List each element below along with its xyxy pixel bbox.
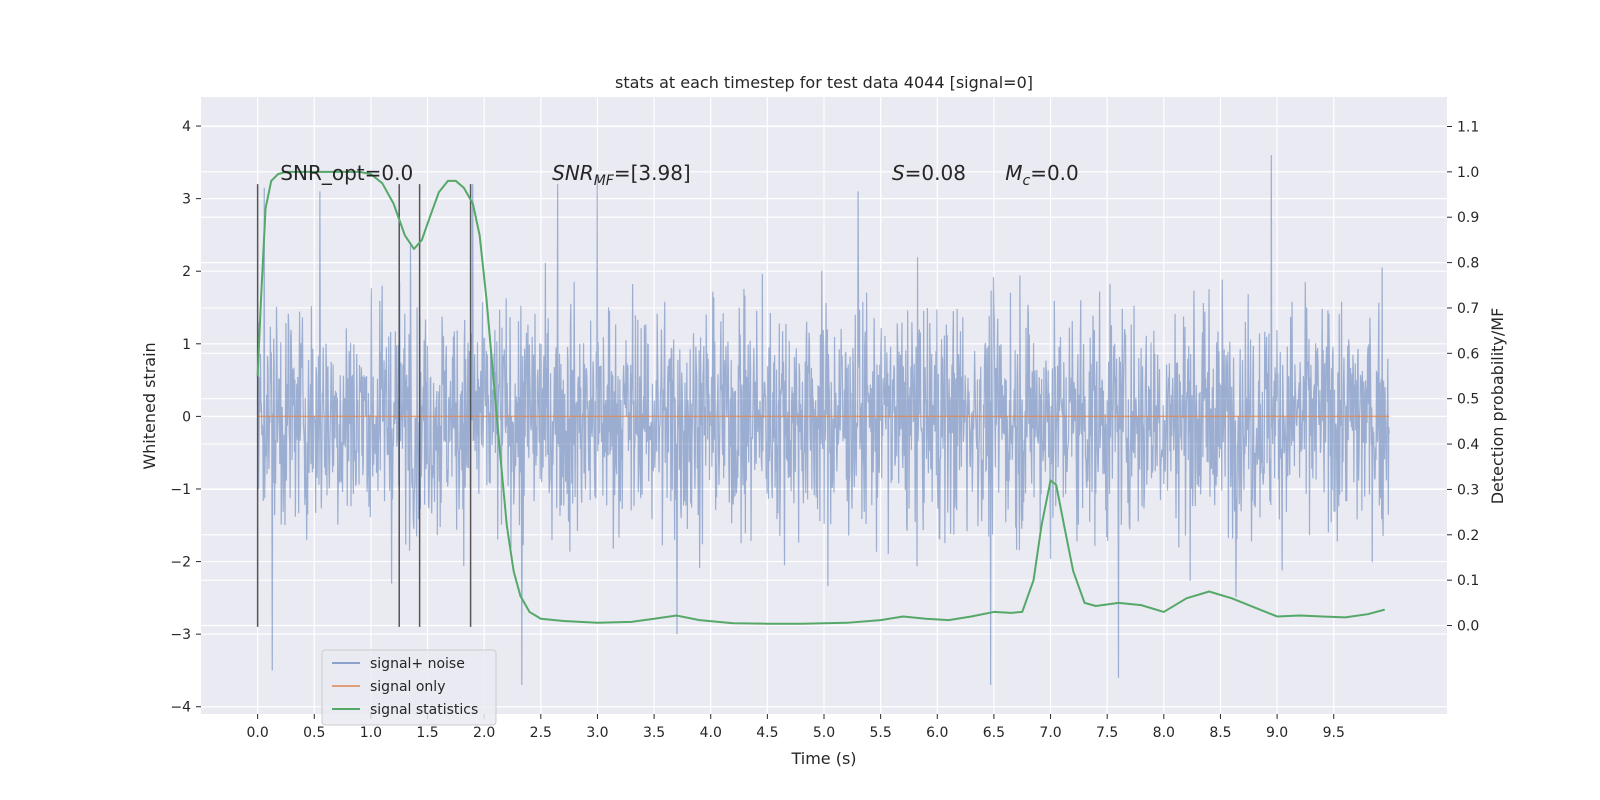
y-tick-label: −1 bbox=[170, 482, 191, 498]
y-axis-ticks: 4 3 2 1 0 −1 −2 −3 −4 bbox=[170, 119, 201, 716]
x-axis-label: Time (s) bbox=[790, 749, 856, 768]
vertical-markers bbox=[256, 184, 472, 627]
legend-label-signal-only: signal only bbox=[370, 679, 445, 695]
y2-tick-label: 0.3 bbox=[1457, 482, 1479, 498]
y-tick-label: 3 bbox=[182, 192, 191, 208]
annotation: Mc=0.0 bbox=[1005, 161, 1079, 189]
series-signal-statistics bbox=[256, 170, 1385, 625]
y-tick-label: 4 bbox=[182, 119, 191, 135]
y2-tick-label: 0.8 bbox=[1457, 256, 1479, 272]
x-axis-ticks: 0.0 0.5 1.0 1.5 2.0 2.5 3.0 3.5 4.0 4.5 5.0 5.5 6.0 6… bbox=[247, 714, 1345, 741]
y2-tick-label: 1.1 bbox=[1457, 119, 1479, 135]
chart-title: stats at each timestep for test data 404… bbox=[615, 73, 1033, 92]
x-tick-label: 7.5 bbox=[1096, 725, 1118, 741]
y-tick-label: 0 bbox=[182, 409, 191, 425]
series-signal-noise bbox=[257, 155, 1390, 685]
x-tick-label: 7.0 bbox=[1039, 725, 1061, 741]
annotation: S=0.08 bbox=[892, 161, 966, 185]
y-tick-label: −2 bbox=[170, 555, 191, 571]
x-tick-label: 9.0 bbox=[1266, 725, 1288, 741]
y2-tick-label: 0.1 bbox=[1457, 573, 1479, 589]
x-tick-label: 8.0 bbox=[1153, 725, 1175, 741]
y-tick-label: 1 bbox=[182, 337, 191, 353]
y-axis-label: Whitened strain bbox=[140, 342, 159, 469]
y2-tick-label: 0.4 bbox=[1457, 437, 1479, 453]
x-tick-label: 5.0 bbox=[813, 725, 835, 741]
annotation: SNR_opt=0.0 bbox=[280, 161, 413, 185]
y-tick-label: −4 bbox=[170, 700, 191, 716]
y2-tick-label: 0.5 bbox=[1457, 392, 1479, 408]
y2-tick-label: 1.0 bbox=[1457, 165, 1479, 181]
noise-trace bbox=[257, 155, 1390, 685]
x-tick-label: 0.5 bbox=[303, 725, 325, 741]
x-tick-label: 2.0 bbox=[473, 725, 495, 741]
legend-label-signal-noise: signal+ noise bbox=[370, 656, 465, 672]
statistics-curve bbox=[256, 170, 1385, 625]
x-tick-label: 4.0 bbox=[700, 725, 722, 741]
x-tick-label: 0.0 bbox=[247, 725, 269, 741]
annotation: SNRMF=[3.98] bbox=[552, 161, 691, 189]
x-tick-label: 6.0 bbox=[926, 725, 948, 741]
x-tick-label: 8.5 bbox=[1209, 725, 1231, 741]
x-tick-label: 3.0 bbox=[586, 725, 608, 741]
y2-tick-label: 0.9 bbox=[1457, 210, 1479, 226]
x-tick-label: 5.5 bbox=[870, 725, 892, 741]
x-tick-label: 4.5 bbox=[756, 725, 778, 741]
y-tick-label: 2 bbox=[182, 264, 191, 280]
y2-tick-label: 0.0 bbox=[1457, 619, 1479, 635]
x-tick-label: 1.0 bbox=[360, 725, 382, 741]
y-tick-label: −3 bbox=[170, 627, 191, 643]
legend: signal+ noise signal only signal statist… bbox=[321, 649, 497, 726]
legend-label-signal-statistics: signal statistics bbox=[370, 702, 478, 718]
x-tick-label: 2.5 bbox=[530, 725, 552, 741]
y2-tick-label: 0.7 bbox=[1457, 301, 1479, 317]
x-tick-label: 1.5 bbox=[416, 725, 438, 741]
x-tick-label: 3.5 bbox=[643, 725, 665, 741]
legend-box bbox=[321, 649, 497, 726]
y2-axis-label: Detection probability/MF bbox=[1488, 308, 1507, 505]
x-tick-label: 9.5 bbox=[1323, 725, 1345, 741]
x-tick-label: 6.5 bbox=[983, 725, 1005, 741]
y2-tick-label: 0.6 bbox=[1457, 346, 1479, 362]
annotations: SNR_opt=0.0 SNRMF=[3.98] S=0.08 Mc=0.0 bbox=[280, 161, 1078, 189]
y2-tick-label: 0.2 bbox=[1457, 528, 1479, 544]
y2-axis-ticks: 1.1 1.0 0.9 0.8 0.7 0.6 0.5 0.4 0.3 0.2 0.1 0.0 bbox=[1447, 119, 1479, 635]
